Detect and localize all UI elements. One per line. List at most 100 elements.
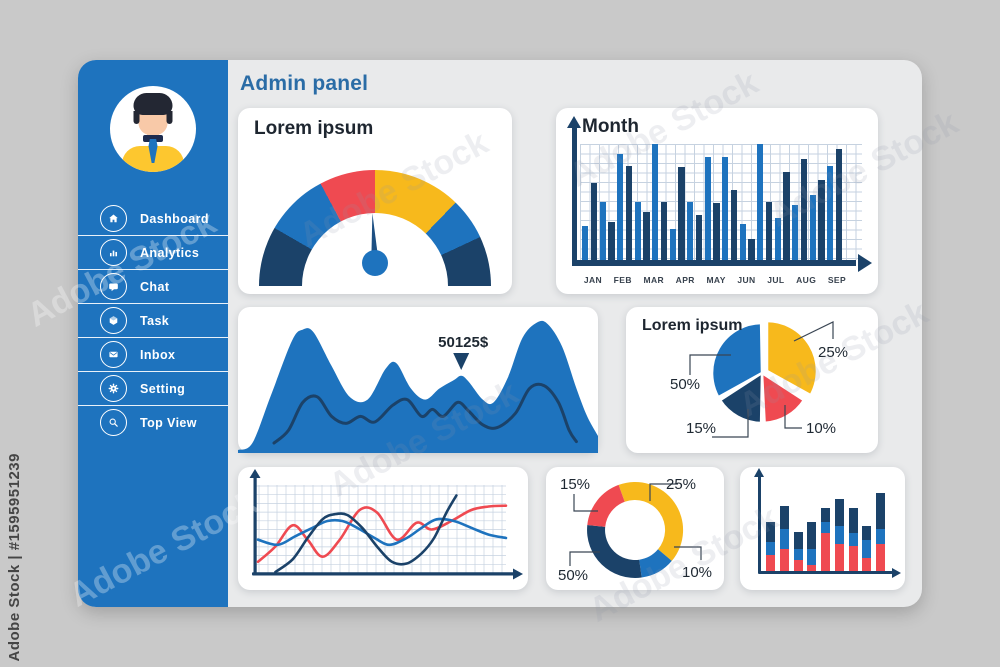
donut-segment [587,484,625,527]
x-axis-labels: JAN FEB MAR APR MAY JUN JUL AUG SEP [578,275,852,285]
bar [827,166,834,260]
bar [792,205,799,260]
bar [774,218,781,260]
donut-chart-card: 15% 25% 50% 10% [546,467,724,590]
sidebar-item-top-view[interactable]: Top View [78,405,228,439]
bar [739,224,746,260]
bar [835,148,842,260]
x-axis-arrow-icon [858,254,872,272]
bar [634,202,641,260]
bar-segment [862,526,872,541]
bar [652,144,659,260]
home-icon [100,205,127,232]
stock-id-watermark: Adobe Stock | #1595951239 [6,452,23,661]
stacked-bar [807,481,817,571]
bar-segment [834,544,844,571]
bar-segment [779,506,789,529]
y-axis-arrow-icon [754,468,764,477]
bar [783,171,790,260]
x-axis-label: APR [675,275,695,285]
sidebar-item-label: Task [140,313,170,328]
x-axis-arrow-icon [892,568,901,578]
x-axis-label: MAY [706,275,726,285]
x-axis-label: JUL [767,275,785,285]
red-line-series [256,504,508,564]
envelope-icon [100,341,127,368]
y-axis [572,128,577,262]
page-title: Admin panel [240,72,369,95]
sidebar-item-chat[interactable]: Chat [78,269,228,303]
donut-segment [618,481,684,561]
gauge-card: Lorem ipsum [238,108,512,294]
x-axis-label: FEB [613,275,632,285]
bar [643,212,650,260]
x-axis-label: JUN [737,275,756,285]
bar-chart-title: Month [582,116,639,137]
gear-icon [100,375,127,402]
stacked-bar [862,481,872,571]
analytics-bars-icon [100,239,127,266]
bar [748,239,755,260]
bar [617,154,624,260]
bar-segment [876,528,885,544]
avatar-hair [133,93,173,124]
sidebar-item-analytics[interactable]: Analytics [78,235,228,269]
stacked-bar [821,481,830,571]
month-bar-chart-card: JAN FEB MAR APR MAY JUN JUL AUG SEP Month [556,108,878,294]
y-axis-arrow-icon [567,116,581,128]
pie-chart-title: Lorem ipsum [642,317,743,334]
annotation-value: 50125$ [438,334,489,351]
bar-segment [848,533,858,546]
slice-percent-label: 50% [670,376,700,393]
bar-segment [807,521,817,549]
bar-chart-bars [582,144,842,260]
blue-line-series [256,517,508,547]
gauge-needle-hub [362,250,388,276]
axes [249,469,523,580]
segment-percent-label: 25% [666,476,696,493]
sidebar-item-dashboard[interactable]: Dashboard [78,202,228,235]
bar [809,195,816,260]
slice-percent-label: 10% [806,420,836,437]
sidebar-item-label: Top View [140,415,197,430]
sidebar-item-inbox[interactable]: Inbox [78,337,228,371]
x-axis-label: AUG [796,275,817,285]
dashboard-panel: Dashboard Analytics Chat [78,60,922,607]
donut-chart: 15% 25% 50% 10% [558,476,712,584]
avatar-tie [148,139,158,163]
leader-line [689,354,731,375]
bar [590,183,597,260]
segment-percent-label: 10% [682,564,712,581]
bar [704,156,711,260]
stacked-bar [779,481,789,571]
bar [678,167,685,260]
bar-segment [876,544,885,571]
bar [660,202,667,260]
user-avatar [110,86,196,172]
stacked-bar-chart-card [740,467,905,590]
cube-icon [100,307,127,334]
x-axis [572,260,856,266]
pie-chart-card: Lorem ipsum 25% 10% 15% 50% [626,307,878,453]
bar-segment [766,521,775,543]
bar [722,156,729,260]
sidebar-item-task[interactable]: Task [78,303,228,337]
bar-segment [834,499,844,526]
sidebar: Dashboard Analytics Chat [78,60,228,607]
bar-segment [779,548,789,571]
bar-segment [793,532,803,549]
donut-segment [639,549,672,578]
bar [669,228,676,260]
bar [757,144,764,260]
gauge-chart [238,108,512,294]
sidebar-item-label: Dashboard [140,211,209,226]
stacked-bar [793,481,803,571]
sidebar-item-label: Inbox [140,347,176,362]
pie-chart: 25% 10% 15% 50% [670,319,848,438]
pie-slice [760,371,806,425]
leader-line [649,483,678,501]
x-axis-label: JAN [583,275,603,285]
sidebar-item-setting[interactable]: Setting [78,371,228,405]
bar-segment [862,558,872,571]
